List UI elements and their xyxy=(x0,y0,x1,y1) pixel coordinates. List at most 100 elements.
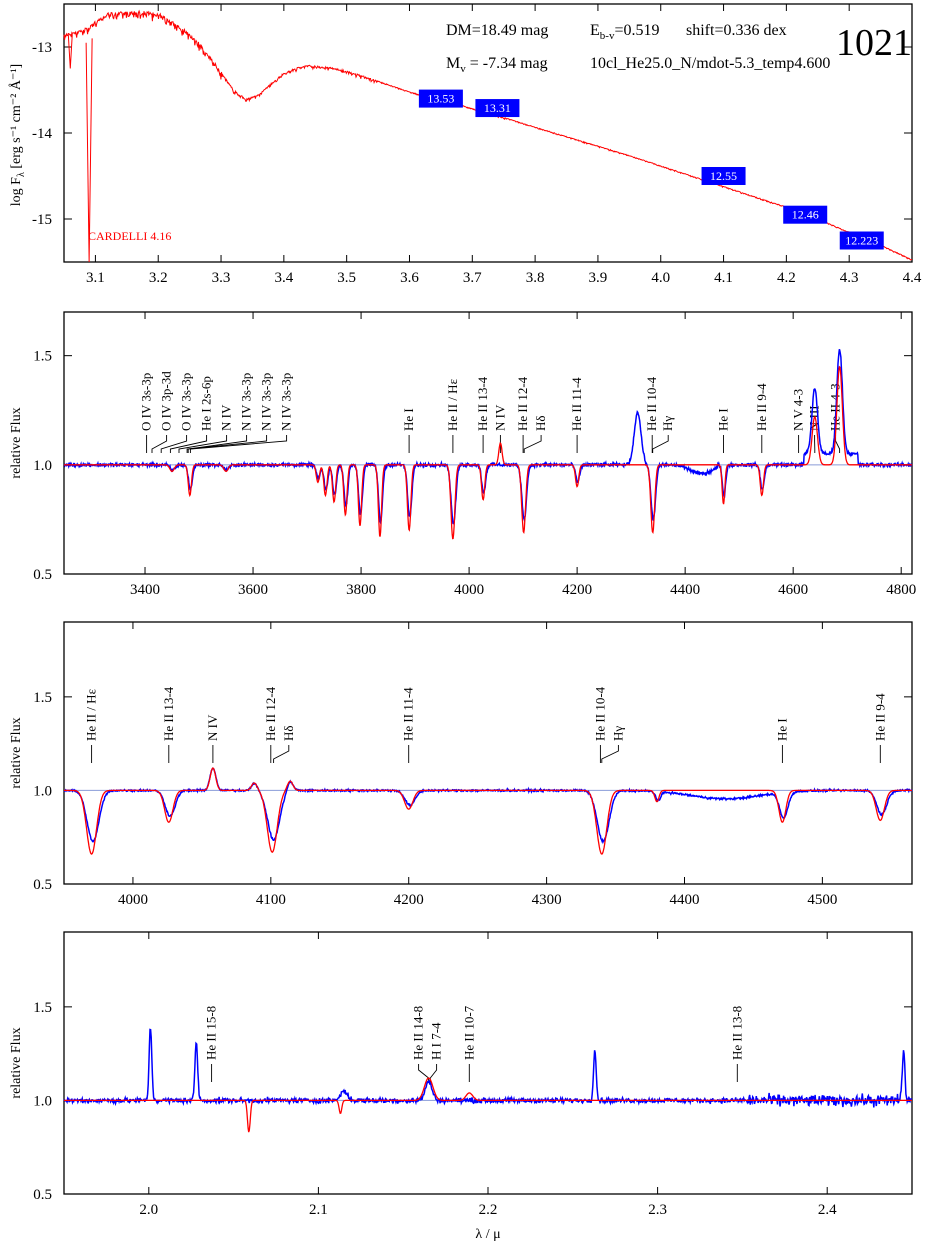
spectral-line-label: O IV 3p-3d xyxy=(159,371,174,431)
x-tick-label: 2.2 xyxy=(479,1202,498,1218)
x-tick-label: 4000 xyxy=(118,892,148,908)
y-tick-label: 0.5 xyxy=(33,877,52,893)
x-tick-label: 4.2 xyxy=(777,270,796,286)
photometry-box xyxy=(701,167,746,185)
spectral-line-label: He II 10-4 xyxy=(592,686,607,741)
spectral-line-label: N IV xyxy=(492,404,507,431)
x-tick-label: 4200 xyxy=(394,892,424,908)
x-tick-label: 3600 xyxy=(238,582,268,598)
photometry-label: 12.55 xyxy=(710,169,737,183)
spectral-line-label: He II 15-8 xyxy=(204,1006,219,1060)
blue-zoom-panel: 4000 4100 4200 4300 4400 4500 0.5 1.0 1.5 He II… xyxy=(9,621,913,908)
model-spectrum xyxy=(64,1077,912,1133)
y-tick-label: 1.5 xyxy=(33,1000,52,1016)
spectral-line-label: He I 2s-6p xyxy=(199,376,214,431)
spectral-line-label: He II 10-7 xyxy=(461,1005,476,1060)
spectral-line-label: He II / Hε xyxy=(445,378,460,431)
spectral-line-label: He II 13-4 xyxy=(161,686,176,741)
line-marker xyxy=(523,435,542,453)
spectral-line-label: He II 13-8 xyxy=(729,1006,744,1060)
spectral-line-label: N V 4-3 xyxy=(791,389,806,431)
spectral-line-label: He II 13-4 xyxy=(475,376,490,431)
optical-y-axis: 0.5 1.0 1.5 xyxy=(33,349,912,583)
blue-zoom-y-axis: 0.5 1.0 1.5 xyxy=(33,690,912,893)
x-tick-label: 3800 xyxy=(346,582,376,598)
y-tick-label: 1.5 xyxy=(33,349,52,365)
sed-absorption-feature xyxy=(67,34,73,69)
x-tick-label: 2.0 xyxy=(139,1202,158,1218)
optical-line-labels: O IV 3s-3p O IV 3p-3d O IV 3s-3p He I 2s-6p… xyxy=(139,371,843,453)
y-tick-label: -15 xyxy=(32,212,52,228)
spectral-line-label: Hγ xyxy=(660,416,675,431)
infrared-panel: 2.0 2.1 2.2 2.3 2.4 0.51.01.5 He II 15-8 He I… xyxy=(9,931,913,1242)
reddening-law: CARDELLI 4.16 xyxy=(88,229,171,243)
star-id: 1021 xyxy=(836,22,912,64)
x-tick-label: 3.3 xyxy=(212,270,231,286)
x-tick-label: 2.3 xyxy=(648,1202,667,1218)
y-tick-label: -14 xyxy=(32,126,52,142)
optical-panel: 3400 3600 3800 4000 4200 4400 4600 4800 0.5 1.0 1… xyxy=(9,311,916,598)
x-tick-label: 3.7 xyxy=(463,270,482,286)
spectral-line-label: N IV 3s-3p xyxy=(259,373,274,431)
infrared-spectra xyxy=(63,1028,913,1133)
spectral-line-label: He II 12-4 xyxy=(515,376,530,431)
spectral-line-label: O IV 3s-3p xyxy=(179,373,194,431)
spectral-line-label: He II / Hε xyxy=(84,688,99,741)
line-marker xyxy=(178,435,228,453)
spectral-line-label: O IV 3s-3p xyxy=(139,373,154,431)
distance-modulus: DM=18.49 mag xyxy=(446,22,548,39)
line-marker xyxy=(835,435,841,453)
spectral-line-label: N IV 3s-3p xyxy=(279,373,294,431)
x-tick-label: 2.4 xyxy=(818,1202,837,1218)
x-tick-label: 4300 xyxy=(532,892,562,908)
spectral-line-label: He II 12-4 xyxy=(263,686,278,741)
line-marker xyxy=(601,745,619,763)
x-tick-label: 4200 xyxy=(562,582,592,598)
model-name: 10cl_He25.0_N/mdot-5.3_temp4.600 xyxy=(590,55,830,72)
line-marker xyxy=(429,1064,438,1082)
infrared-y-label: relative Flux xyxy=(9,1027,24,1098)
line-marker xyxy=(169,435,208,453)
color-excess: Eb-v=0.519 xyxy=(590,22,659,42)
optical-y-label: relative Flux xyxy=(9,407,24,478)
line-marker xyxy=(652,435,669,453)
y-tick-label: 1.0 xyxy=(33,458,52,474)
sed-model-spectrum xyxy=(63,9,912,263)
optical-spectra xyxy=(63,349,913,540)
spectral-line-label: N IV xyxy=(219,404,234,431)
observed-spectrum xyxy=(63,767,913,845)
spectral-line-label: Hγ xyxy=(610,726,625,741)
model-spectrum xyxy=(64,767,912,855)
spectral-line-label: He II 9-4 xyxy=(754,383,769,431)
spectral-line-label: N IV xyxy=(205,714,220,741)
infrared-x-axis: 2.0 2.1 2.2 2.3 2.4 xyxy=(139,932,837,1218)
blue-zoom-y-label: relative Flux xyxy=(9,717,24,788)
absolute-magnitude: Mv = -7.34 mag xyxy=(446,55,548,75)
line-marker xyxy=(273,745,290,763)
x-tick-label: 4.0 xyxy=(651,270,670,286)
x-tick-label: 4.3 xyxy=(840,270,859,286)
spectral-line-label: He II 11-4 xyxy=(569,377,584,431)
y-tick-label: 1.0 xyxy=(33,1093,52,1109)
x-tick-label: 3.9 xyxy=(589,270,608,286)
y-tick-label: 1.0 xyxy=(33,783,52,799)
x-tick-label: 4400 xyxy=(669,892,699,908)
line-marker xyxy=(160,435,188,453)
spectral-line-label: He I xyxy=(774,718,789,741)
line-marker xyxy=(186,435,268,453)
x-tick-label: 4.1 xyxy=(714,270,733,286)
y-tick-label: -13 xyxy=(32,40,52,56)
spectral-line-label: He II 4-3 xyxy=(828,383,843,431)
blue-zoom-line-labels: He II / Hε He II 13-4 N IV He II 12-4 Hδ He I… xyxy=(84,686,887,763)
spectral-line-label: He I xyxy=(716,408,731,431)
photometry-label: 12.46 xyxy=(792,208,819,222)
y-tick-label: 1.5 xyxy=(33,690,52,706)
infrared-frame xyxy=(63,931,913,1195)
photometry-box xyxy=(475,99,520,118)
photometry-label: 13.31 xyxy=(484,101,511,115)
sed-panel: 3.1 3.2 3.3 3.4 3.5 3.6 3.7 3.8 3.9 4.0 4.1 4.2 4.3 4… xyxy=(8,3,922,286)
infrared-line-labels: He II 15-8 He II 14-8 H I 7-4 He II 10-7 He … xyxy=(204,1005,744,1082)
optical-x-axis: 3400 3600 3800 4000 4200 4400 4600 4800 xyxy=(130,312,916,598)
sed-y-axis: -13 -14 -15 xyxy=(32,40,912,228)
spectral-line-label: He II 9-4 xyxy=(872,693,887,741)
